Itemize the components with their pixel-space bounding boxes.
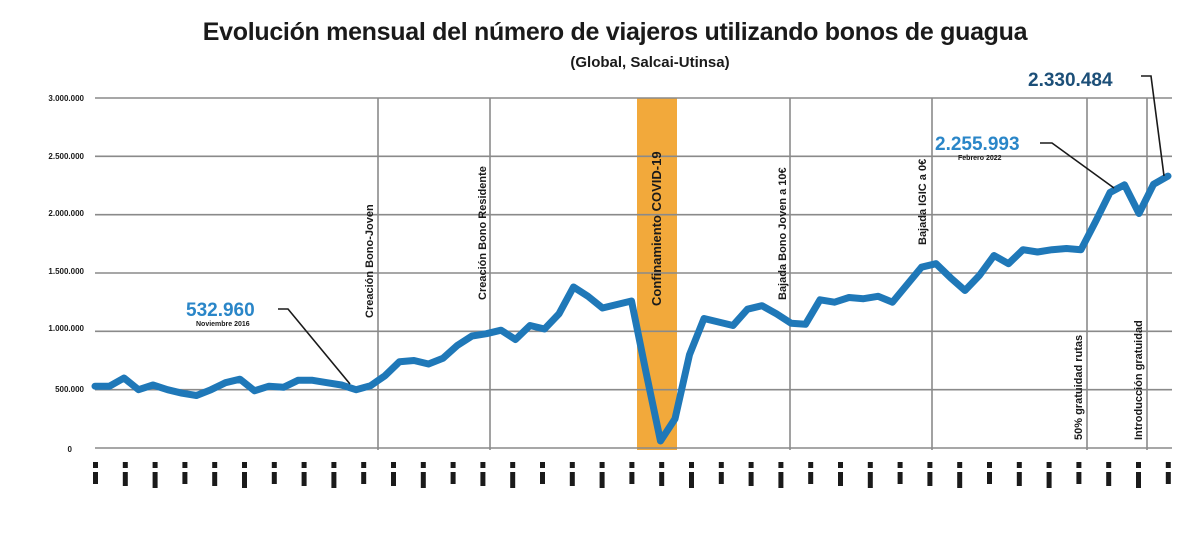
svg-text:2.330.484: 2.330.484 (1028, 70, 1113, 91)
callout-532960: 532.960 Noviembre 2016 (186, 300, 351, 385)
callout-2330484: 2.330.484 (1028, 70, 1165, 177)
annotation-bono-joven: Creación Bono-Joven (364, 204, 376, 318)
annotation-bajada-bono-joven: Bajada Bono Joven a 10€ (777, 167, 789, 300)
y-axis: 3.000.000 2.500.000 2.000.000 1.500.000 … (48, 94, 84, 454)
chart-title: Evolución mensual del número de viajeros… (202, 18, 1028, 46)
callout-2255993: 2.255.993 Febrero 2022 (935, 134, 1115, 189)
x-axis (93, 462, 1171, 488)
svg-text:532.960: 532.960 (186, 300, 255, 321)
event-lines (377, 98, 1148, 450)
y-tick-label: 0 (68, 445, 73, 454)
y-tick-label: 3.000.000 (48, 94, 84, 103)
annotation-bono-residente: Creación Bono Residente (477, 166, 489, 300)
annotation-50-gratuidad: 50% gratuidad rutas (1073, 335, 1085, 440)
y-tick-label: 500.000 (55, 385, 84, 394)
annotation-gratuidad: Introducción gratuidad (1133, 320, 1145, 440)
y-tick-label: 1.500.000 (48, 267, 84, 276)
gridlines (95, 97, 1172, 449)
y-tick-label: 1.000.000 (48, 324, 84, 333)
y-tick-label: 2.000.000 (48, 209, 84, 218)
data-series-line (91, 172, 1172, 445)
annotation-covid: Confinamiento COVID-19 (649, 151, 664, 306)
svg-text:2.255.993: 2.255.993 (935, 134, 1020, 155)
svg-text:Noviembre 2016: Noviembre 2016 (196, 321, 250, 328)
annotation-bajada-igic: Bajada IGIC a 0€ (917, 159, 929, 245)
chart-subtitle: (Global, Salcai-Utinsa) (570, 54, 730, 71)
svg-text:Febrero 2022: Febrero 2022 (958, 155, 1002, 162)
y-tick-label: 2.500.000 (48, 152, 84, 161)
